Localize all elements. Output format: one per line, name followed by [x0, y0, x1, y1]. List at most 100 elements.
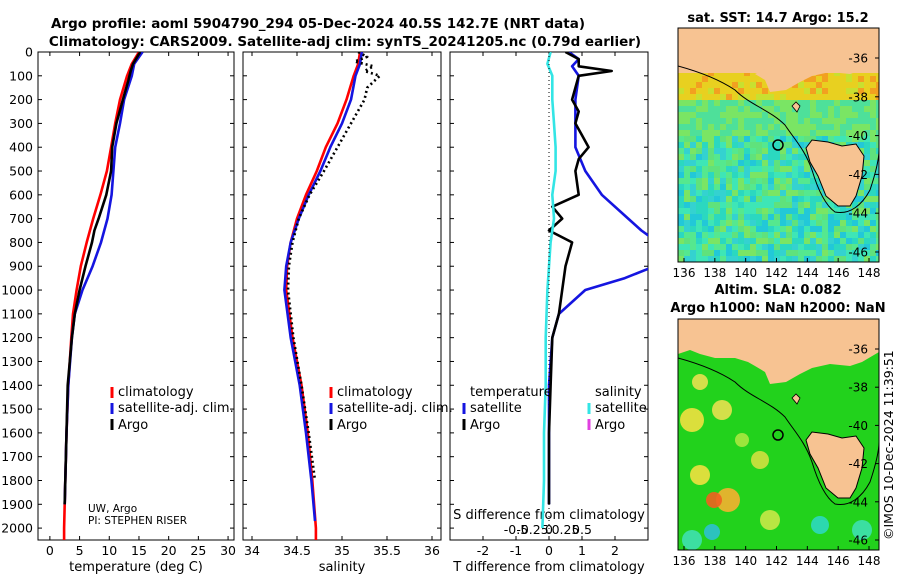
sst-cell — [726, 136, 732, 142]
sst-cell — [744, 130, 750, 136]
sst-cell — [690, 166, 696, 172]
sst-cell — [756, 112, 762, 118]
sst-cell — [684, 202, 690, 208]
sst-cell — [702, 196, 708, 202]
sst-cell — [720, 118, 726, 124]
sst-cell — [708, 178, 714, 184]
sst-cell — [756, 166, 762, 172]
sst-cell — [696, 208, 702, 214]
sst-cell — [876, 88, 879, 94]
sst-cell — [744, 136, 750, 142]
sst-cell — [708, 142, 714, 148]
sst-cell — [840, 226, 846, 232]
x-tick-label: 0 — [545, 543, 553, 558]
sst-cell — [774, 184, 780, 190]
sst-cell — [696, 106, 702, 112]
sst-cell — [744, 214, 750, 220]
sst-cell — [834, 76, 840, 82]
sst-cell — [858, 244, 864, 250]
sst-cell — [702, 226, 708, 232]
sst-cell — [708, 136, 714, 142]
sla-anomaly-blob — [716, 488, 740, 512]
map-x-tick-label: 148 — [858, 266, 881, 280]
sst-cell — [852, 232, 858, 238]
sst-cell — [726, 76, 732, 82]
sst-cell — [804, 142, 810, 148]
sst-cell — [870, 184, 876, 190]
sst-cell — [834, 244, 840, 250]
sst-cell — [822, 112, 828, 118]
sst-cell — [744, 202, 750, 208]
sst-cell — [732, 172, 738, 178]
sst-cell — [738, 232, 744, 238]
sst-cell — [690, 172, 696, 178]
sst-cell — [840, 238, 846, 244]
sst-cell — [678, 106, 684, 112]
sst-cell — [720, 106, 726, 112]
salinity-legend: climatology satellite-adj. clim. Argo — [329, 385, 453, 433]
sst-cell — [702, 244, 708, 250]
sst-cell — [828, 256, 834, 262]
sst-cell — [678, 154, 684, 160]
sst-cell — [780, 100, 786, 106]
sst-cell — [756, 214, 762, 220]
sst-cell — [774, 124, 780, 130]
sst-cell — [816, 136, 822, 142]
sst-cell — [684, 130, 690, 136]
sst-cell — [822, 244, 828, 250]
sst-cell — [774, 130, 780, 136]
s-difference-xlabel: S difference from climatology — [453, 508, 645, 523]
sst-cell — [774, 244, 780, 250]
sst-cell — [810, 244, 816, 250]
sst-cell — [750, 196, 756, 202]
sla-map-title1: Altim. SLA: 0.082 — [715, 283, 842, 298]
sst-cell — [738, 238, 744, 244]
sst-cell — [738, 106, 744, 112]
sst-cell — [816, 214, 822, 220]
sst-cell — [744, 82, 750, 88]
sst-cell — [840, 250, 846, 256]
sst-cell — [714, 166, 720, 172]
sst-cell — [690, 250, 696, 256]
sst-cell — [846, 118, 852, 124]
sst-cell — [684, 172, 690, 178]
sst-cell — [828, 238, 834, 244]
sst-cell — [690, 196, 696, 202]
sst-cell — [792, 160, 798, 166]
sst-cell — [834, 100, 840, 106]
sst-cell — [858, 214, 864, 220]
sst-cell — [810, 172, 816, 178]
sst-cell — [774, 220, 780, 226]
sst-cell — [684, 76, 690, 82]
sst-cell — [876, 148, 879, 154]
figure-title-line2: Climatology: CARS2009. Satellite-adj cli… — [49, 34, 641, 50]
sst-cell — [834, 130, 840, 136]
sst-cell — [678, 220, 684, 226]
sst-cell — [840, 244, 846, 250]
sst-cell — [840, 220, 846, 226]
sst-cell — [744, 160, 750, 166]
x-tick-label: 34 — [244, 543, 260, 558]
sst-cell — [840, 142, 846, 148]
sst-cell — [804, 154, 810, 160]
sst-cell — [738, 178, 744, 184]
sst-cell — [804, 220, 810, 226]
depth-tick-label: 1200 — [1, 330, 33, 345]
legend-title-temperature: temperature — [470, 385, 552, 400]
sst-cell — [714, 208, 720, 214]
sst-cell — [858, 256, 864, 262]
sst-cell — [798, 148, 804, 154]
sst-cell — [678, 76, 684, 82]
sst-cell — [708, 88, 714, 94]
sst-cell — [696, 118, 702, 124]
legend-label-satellite: satellite-adj. clim. — [337, 401, 453, 416]
figure-title-line1: Argo profile: aoml 5904790_294 05-Dec-20… — [51, 16, 585, 32]
sst-cell — [774, 160, 780, 166]
sst-cell — [840, 232, 846, 238]
sst-cell — [828, 214, 834, 220]
depth-tick-label: 800 — [9, 235, 33, 250]
sst-cell — [774, 226, 780, 232]
map-x-tick-label: 146 — [827, 554, 850, 568]
sst-cell — [852, 130, 858, 136]
sst-cell — [714, 172, 720, 178]
